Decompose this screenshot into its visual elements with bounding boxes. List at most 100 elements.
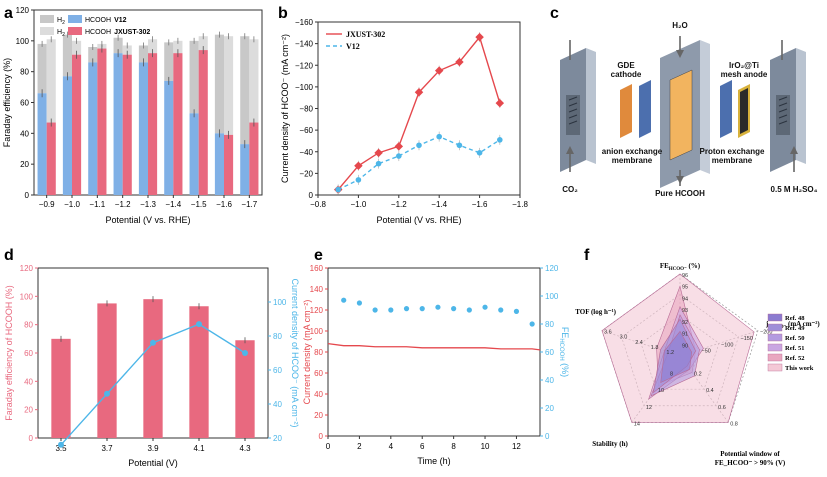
- d-ylabel: Faraday efficiency of HCOOH (%): [4, 285, 14, 420]
- label-proton-1: Proton exchange: [700, 147, 765, 156]
- e-ylabel: Current density (mA cm⁻²): [302, 300, 312, 405]
- f-tick-label: 1.2: [666, 350, 674, 356]
- a-xlabel: Potential (V vs. RHE): [105, 215, 190, 225]
- f-tick-label: −100: [721, 342, 733, 348]
- f-legend-swatch: [767, 313, 783, 322]
- f-legend-swatch: [767, 343, 783, 352]
- water-arrow-icon: [676, 50, 684, 58]
- d-bar: [51, 338, 71, 438]
- a-ytick-label: 60: [20, 99, 29, 108]
- panel-d-letter: d: [4, 247, 14, 264]
- a-bar-h2: [198, 36, 208, 51]
- anode-end-plate: [770, 48, 806, 172]
- e-xtick-label: 10: [481, 442, 490, 451]
- co2-arrow-icon: [566, 146, 574, 154]
- e-ytick-label: 140: [310, 285, 324, 294]
- a-bar-h2: [189, 40, 199, 114]
- e-ytick-label: 20: [314, 411, 323, 420]
- d-current-point: [242, 350, 248, 356]
- a-bar-h2: [122, 45, 132, 55]
- a-bar-hcooh: [214, 133, 224, 195]
- cathode-end-plate: [560, 48, 596, 172]
- f-tick-label: 0.2: [694, 372, 702, 378]
- f-tick-label: 96: [682, 273, 688, 279]
- a-bar-h2: [214, 34, 224, 134]
- b-ylabel: Current density of HCOO⁻ (mA cm⁻²): [280, 34, 290, 183]
- panel-c-letter: c: [550, 5, 559, 22]
- f-axis-title: FEHCOO⁻ (%): [660, 262, 701, 272]
- d-xtick-label: 4.1: [193, 444, 205, 453]
- b-point: [455, 57, 464, 67]
- a-bar-hcooh: [148, 53, 158, 195]
- f-tick-label: 8: [670, 372, 673, 378]
- a-xtick-label: −1.6: [216, 200, 232, 209]
- anion-exchange-membrane: [639, 80, 651, 138]
- a-legend-swatch: [68, 27, 82, 35]
- f-tick-label: 1.8: [651, 345, 659, 351]
- b-point: [374, 148, 383, 158]
- gde-cathode-layer: [620, 84, 632, 138]
- b-ytick-label: −120: [295, 61, 314, 70]
- panel-d-chart: d 0 20 40 60 80 100 120 20 40 60 80 100 3.5 3.7 3.9 4.1…: [4, 247, 300, 468]
- a-bar-h2: [164, 42, 174, 81]
- d-xtick-label: 4.3: [239, 444, 251, 453]
- b-series-line: [337, 35, 501, 191]
- b-point: [476, 150, 483, 156]
- iro2-anode-layer: [738, 84, 750, 138]
- e-ytick-label: 80: [314, 348, 323, 357]
- f-tick-label: −150: [740, 336, 752, 342]
- a-xtick-label: −1.3: [140, 200, 156, 209]
- e-xtick-label: 12: [512, 442, 521, 451]
- b-point: [335, 186, 341, 193]
- label-h2o: H₂O: [672, 21, 688, 30]
- a-bar-hcooh: [240, 144, 250, 195]
- panel-e-letter: e: [314, 247, 323, 264]
- e-plot-frame: [327, 267, 541, 437]
- b-ytick-label: −100: [295, 83, 314, 92]
- a-bar-hcooh: [113, 53, 123, 195]
- b-ytick-label: 0: [309, 191, 314, 200]
- label-mesh-anode: mesh anode: [721, 70, 768, 79]
- f-tick-label: 14: [634, 421, 640, 427]
- f-tick-label: −200: [760, 330, 772, 336]
- a-xtick-label: −1.2: [115, 200, 131, 209]
- d-bar: [97, 303, 117, 438]
- f-legend-swatch: [767, 323, 783, 332]
- label-proton-2: membrane: [712, 156, 753, 165]
- a-bar-h2: [224, 36, 234, 135]
- f-tick-label: −50: [701, 349, 710, 355]
- f-legend-swatch: [767, 353, 783, 362]
- b-xtick-label: −1.0: [351, 200, 367, 209]
- e-fe-point: [372, 307, 378, 313]
- label-gde: GDE: [617, 61, 635, 70]
- a-bar-hcooh: [173, 53, 183, 195]
- e-fe-point: [466, 307, 472, 313]
- f-tick-label: 91: [682, 332, 688, 338]
- e-ytick-label: 0: [319, 432, 324, 441]
- d-ytick-label: 80: [24, 321, 33, 330]
- d-ytick-label: 120: [20, 264, 34, 273]
- a-bar-h2: [138, 45, 148, 63]
- a-bar-h2: [46, 39, 56, 123]
- e-current-line: [327, 342, 541, 351]
- e-fe-point: [341, 297, 347, 303]
- a-bar-h2: [37, 43, 47, 94]
- a-bar-h2: [62, 34, 72, 77]
- a-xtick-label: −1.4: [165, 200, 181, 209]
- f-axis-title: Stability (h): [592, 440, 628, 448]
- d-current-point: [196, 321, 202, 328]
- a-xtick-label: −1.1: [89, 200, 105, 209]
- a-legend-label: H2: [57, 29, 65, 38]
- a-bar-h2: [113, 37, 123, 54]
- a-ytick-label: 100: [16, 37, 30, 46]
- a-bar-hcooh: [224, 134, 234, 195]
- a-legend-label: HCOOH V12: [85, 17, 127, 24]
- f-legend-swatch: [767, 363, 783, 372]
- e-xtick-label: 0: [326, 442, 331, 451]
- panel-a-chart: a 0 20 40 60 80 100 120 −0.9 −1.0 −1.1 −1.2 −1.3 −1.…: [2, 5, 263, 225]
- b-point: [436, 133, 442, 140]
- a-xtick-label: −0.9: [39, 200, 55, 209]
- f-tick-label: 2.4: [635, 340, 643, 346]
- a-ytick-label: 40: [20, 129, 29, 138]
- b-point: [394, 142, 404, 151]
